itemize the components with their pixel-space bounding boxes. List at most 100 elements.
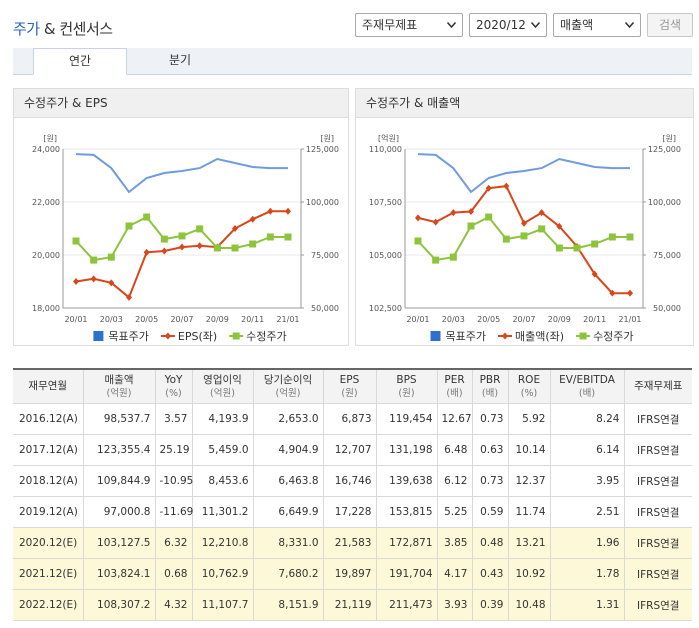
point [609,289,616,297]
metric-select[interactable]: 매출액 [553,13,641,37]
table-cell: 12,707 [322,434,377,466]
table-cell: IFRS연결 [623,589,692,621]
chevron [531,22,540,28]
y2-tick-label: 100,000 [306,198,339,207]
x-tick-label: 20/05 [135,315,158,324]
column-name: EV/EBITDA [559,373,615,386]
chart-panel: 수정주가 & 매출액 102,500 105,000 107,500 110,000 5… [355,88,694,346]
chart-panel: 수정주가 & EPS 18,000 20,000 22,000 24,000 50,00… [13,88,349,346]
table-cell: 2017.12(A) [13,434,84,466]
table-cell: 3.57 [154,403,193,435]
column-name: EPS [339,373,360,386]
x-tick-label: 21/01 [618,315,641,324]
table-cell: 108,307.2 [82,589,156,621]
table-cell: 5.25 [436,496,473,528]
column-name: BPS [396,373,417,386]
tab-quarterly[interactable]: 분기 [168,53,192,67]
point [414,237,422,245]
point [432,256,440,264]
point [485,213,493,221]
column-header: 영업이익 (억원) [191,368,254,404]
select-text: 매출액 [560,18,594,32]
y2-tick-label: 50,000 [311,304,339,313]
table-cell: 8,151.9 [252,589,324,621]
y-tick-label: 107,500 [369,198,402,207]
financial-table: 재무연월 매출액 (억원) YoY (%) 영업이익 (억원) 당기순이익 (억원) EPS (원)… [13,368,692,621]
point [125,222,133,230]
point [143,213,151,221]
tab-bar: 연간 분기 [13,48,692,75]
column-unit: (원) [341,387,358,399]
table-cell: -11.69 [154,496,193,528]
table-cell: 13.21 [507,527,551,559]
column-header: 당기순이익 (억원) [252,368,324,404]
column-name: PER [444,373,465,386]
column-unit: (%) [165,387,182,399]
tab-annual[interactable]: 연간 [33,48,127,75]
point [627,289,633,297]
column-unit: (%) [520,387,538,399]
search-button[interactable]: 검색 [647,13,693,37]
point [591,270,598,278]
table-cell: 10.92 [507,558,551,590]
chart: 102,500 105,000 107,500 110,000 50,000 75,000… [369,133,681,343]
y-tick-label: 22,000 [32,198,60,207]
table-cell: 8.24 [549,403,625,435]
table-cell: -10.95 [154,465,193,497]
point [160,235,168,243]
table-cell: 131,198 [375,434,438,466]
table-cell: 1.96 [549,527,625,559]
x-tick-label: 20/11 [583,315,606,324]
table-cell: 103,824.1 [82,558,156,590]
column-name: ROE [517,373,541,386]
column-header: 재무연월 [13,368,84,404]
table-cell: 191,704 [375,558,438,590]
legend-swatch [164,332,171,340]
column-name: 당기순이익 [263,373,313,386]
point [90,256,98,264]
table-cell: 6,873 [322,403,377,435]
table-cell: 7,680.2 [252,558,324,590]
column-header: 주재무제표 [623,368,692,404]
table-cell: 6.12 [436,465,473,497]
point [415,214,421,222]
table-cell: 119,454 [375,403,438,435]
point [538,225,546,233]
table-cell: 0.39 [471,589,509,621]
column-header: EPS (원) [322,368,377,404]
table-cell: 139,638 [375,465,438,497]
point [432,218,439,226]
table-row: 2017.12(A) 123,355.4 25.19 5,459.0 4,904.9 12… [13,434,692,466]
y-tick-label: 102,500 [369,304,402,313]
table-cell: 1.78 [549,558,625,590]
column-header: 매출액 (억원) [82,368,156,404]
column-unit: (배) [481,387,499,399]
point [503,182,510,190]
table-row: 2019.12(A) 97,000.8 -11.69 11,301.2 6,649.9 1… [13,496,692,528]
point [107,253,115,261]
table-cell: 2018.12(A) [13,465,84,497]
chevron [447,22,456,28]
table-cell: 12,210.8 [191,527,254,559]
point [249,215,256,223]
x-tick-label: 20/01 [64,315,87,324]
column-header: PER (배) [436,368,473,404]
chart-title: 수정주가 & EPS [14,89,348,118]
table-cell: 2020.12(E) [13,527,84,559]
table-cell: IFRS연결 [623,496,692,528]
y-unit: [원] [43,134,57,143]
point [213,244,221,252]
statement-select[interactable]: 주재무제표 [355,13,463,37]
period-select[interactable]: 2020/12 [469,13,547,37]
y2-tick-label: 75,000 [311,251,339,260]
point [143,248,150,256]
table-cell: 4.17 [436,558,473,590]
table-body: 2016.12(A) 98,537.7 3.57 4,193.9 2,653.0 6,87… [13,403,692,621]
point [179,243,185,251]
table-cell: 11,301.2 [191,496,254,528]
table-cell: 3.95 [549,465,625,497]
y2-tick-label: 50,000 [653,304,681,313]
legend-label: 목표주가 [108,330,148,343]
column-unit: (억원) [275,387,301,399]
